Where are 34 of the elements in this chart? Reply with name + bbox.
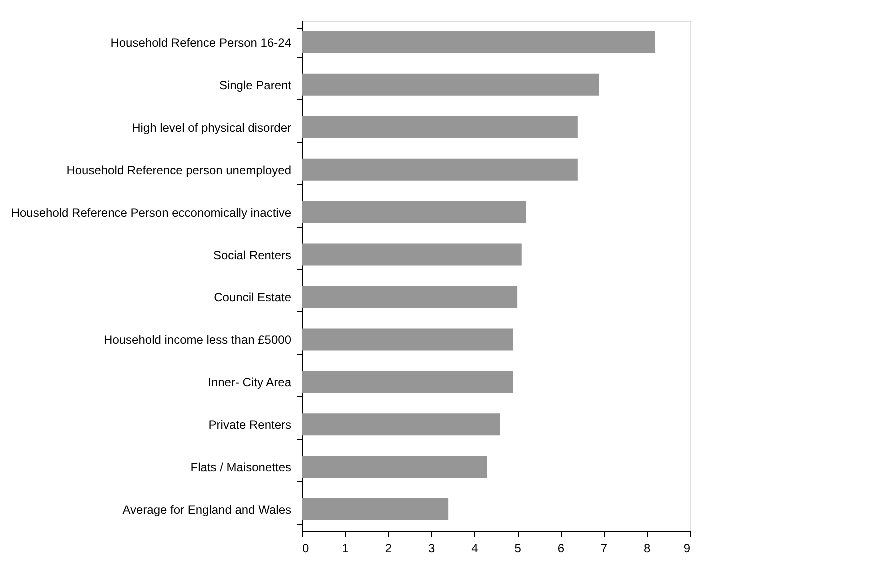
y-tick-label: Household Refence Person 16-24 xyxy=(110,36,292,50)
bar xyxy=(302,414,500,436)
y-tick-label: Household Reference person unemployed xyxy=(66,163,292,178)
bar xyxy=(302,116,578,138)
y-tick-label: Household income less than £5000 xyxy=(104,333,292,348)
x-tick-label: 5 xyxy=(514,542,522,556)
bar xyxy=(302,456,488,478)
x-tick-label: 7 xyxy=(600,542,608,556)
y-tick-label: Household Reference Person ecconomically inactive xyxy=(11,206,292,220)
x-tick-label: 2 xyxy=(385,542,392,556)
y-tick-label: Council Estate xyxy=(214,290,292,305)
bar xyxy=(302,371,514,394)
bar xyxy=(302,31,656,54)
x-tick-label: 1 xyxy=(342,542,350,556)
y-tick-label: Flats / Maisonettes xyxy=(190,460,292,475)
x-tick-label: 6 xyxy=(558,542,565,556)
bar xyxy=(302,328,514,351)
bar xyxy=(302,498,449,521)
x-tick-label: 0 xyxy=(302,542,310,556)
x-tick-label: 8 xyxy=(644,542,652,556)
x-tick-label: 9 xyxy=(684,542,691,556)
y-tick-label: Inner- City Area xyxy=(208,376,292,390)
y-tick-label: High level of physical disorder xyxy=(132,120,292,135)
y-tick-label: Average for England and Wales xyxy=(122,503,292,518)
x-tick-label: 4 xyxy=(472,542,479,556)
x-tick-label: 3 xyxy=(428,542,436,556)
y-tick-label: Single Parent xyxy=(219,78,292,92)
y-tick-label: Private Renters xyxy=(208,418,292,432)
y-tick-label: Social Renters xyxy=(213,248,292,262)
bar xyxy=(302,201,526,224)
bar xyxy=(302,158,578,181)
bar xyxy=(302,244,522,266)
bar xyxy=(302,286,518,308)
bar xyxy=(302,74,600,96)
